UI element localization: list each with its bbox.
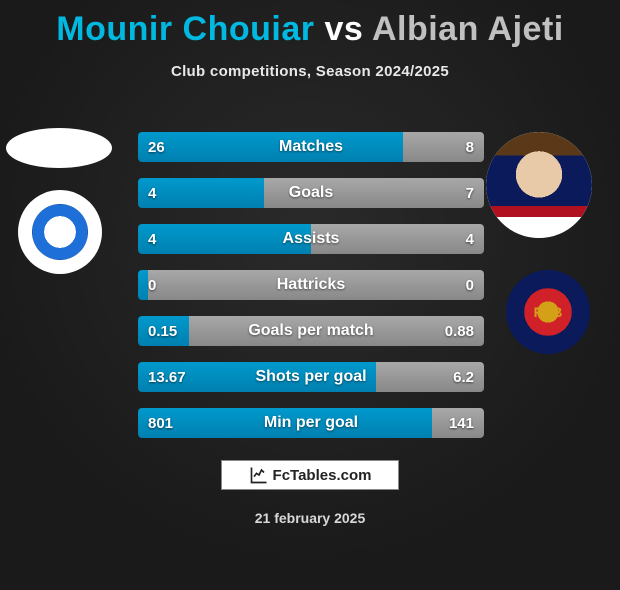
stat-value-player2: 8 (456, 132, 484, 162)
player2-avatar (486, 132, 592, 238)
stat-value-player1: 0 (138, 270, 166, 300)
player1-avatar (6, 128, 112, 168)
stat-value-player1: 13.67 (138, 362, 196, 392)
stat-row: 268Matches (138, 132, 484, 162)
stat-value-player2: 0.88 (435, 316, 484, 346)
stat-value-player2: 6.2 (443, 362, 484, 392)
stat-value-player1: 0.15 (138, 316, 187, 346)
stat-row: 47Goals (138, 178, 484, 208)
subtitle: Club competitions, Season 2024/2025 (0, 63, 620, 80)
stat-value-player2: 7 (456, 178, 484, 208)
stat-value-player1: 801 (138, 408, 183, 438)
stat-value-player2: 4 (456, 224, 484, 254)
player1-club-badge: FCZ (18, 190, 102, 274)
stat-bar-player1 (138, 132, 403, 162)
watermark-text: FcTables.com (273, 467, 372, 484)
chart-icon (249, 465, 269, 485)
stat-row: 13.676.2Shots per goal (138, 362, 484, 392)
stat-bar-player2 (148, 270, 484, 300)
stat-bar-player2 (264, 178, 484, 208)
stat-value-player1: 26 (138, 132, 175, 162)
player2-name: Albian Ajeti (372, 10, 564, 48)
stat-row: 00Hattricks (138, 270, 484, 300)
stats-bars: 268Matches47Goals44Assists00Hattricks0.1… (138, 132, 484, 454)
player2-club-badge: FCB (506, 270, 590, 354)
comparison-title: Mounir Chouiar vs Albian Ajeti (0, 10, 620, 49)
player2-club-code: FCB (534, 304, 563, 320)
stat-value-player2: 141 (439, 408, 484, 438)
stat-value-player1: 4 (138, 224, 166, 254)
player1-name: Mounir Chouiar (56, 10, 314, 48)
stat-value-player1: 4 (138, 178, 166, 208)
stat-value-player2: 0 (456, 270, 484, 300)
player1-club-code: FCZ (32, 204, 88, 260)
watermark: FcTables.com (221, 460, 399, 490)
stat-row: 801141Min per goal (138, 408, 484, 438)
player2-face-icon (486, 132, 592, 238)
vs-text: vs (324, 10, 363, 48)
date-text: 21 february 2025 (0, 510, 620, 526)
stat-row: 44Assists (138, 224, 484, 254)
stat-row: 0.150.88Goals per match (138, 316, 484, 346)
